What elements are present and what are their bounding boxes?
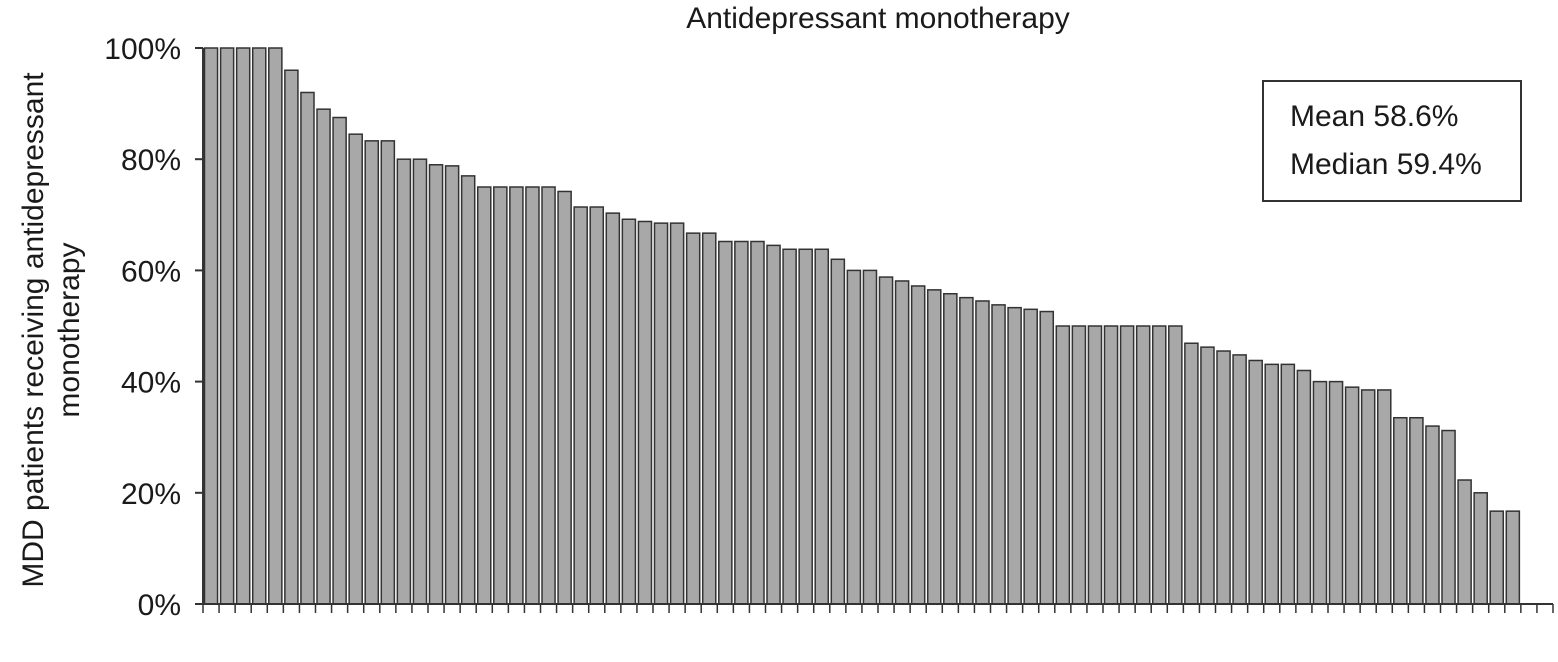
bar-63 <box>1200 346 1215 605</box>
bar-5 <box>268 47 283 605</box>
bar-22 <box>541 186 556 605</box>
bar-55 <box>1071 325 1087 605</box>
bar-40 <box>830 258 846 605</box>
bar-54 <box>1055 325 1071 605</box>
bar-51 <box>1007 306 1022 605</box>
bar-27 <box>621 218 637 605</box>
stats-box: Mean 58.6% Median 59.4% <box>1262 80 1522 202</box>
bar-29 <box>653 222 669 605</box>
bar-1 <box>203 47 219 605</box>
bar-80 <box>1473 492 1488 605</box>
bar-42 <box>862 269 878 605</box>
bar-31 <box>685 232 701 605</box>
bar-47 <box>943 293 958 605</box>
bar-46 <box>926 289 942 605</box>
bar-8 <box>316 108 331 605</box>
bar-53 <box>1039 310 1055 605</box>
bar-71 <box>1328 380 1344 605</box>
bar-66 <box>1248 359 1263 605</box>
bar-2 <box>219 47 235 605</box>
bar-61 <box>1168 325 1183 605</box>
bar-65 <box>1232 354 1247 605</box>
bar-39 <box>814 248 830 605</box>
bar-44 <box>894 280 910 605</box>
bar-13 <box>396 158 412 605</box>
y-axis-label: MDD patients receiving antidepressant mo… <box>17 72 86 588</box>
bar-33 <box>718 240 733 605</box>
bar-35 <box>750 240 765 605</box>
bar-25 <box>589 206 605 605</box>
bar-26 <box>605 212 621 605</box>
bar-59 <box>1135 325 1151 605</box>
bar-12 <box>380 140 396 605</box>
bar-19 <box>493 186 508 605</box>
bar-52 <box>1023 308 1038 605</box>
bar-82 <box>1505 510 1521 605</box>
bar-43 <box>878 276 894 605</box>
bar-41 <box>846 269 862 605</box>
bar-23 <box>557 190 572 605</box>
bar-6 <box>284 69 299 605</box>
bar-28 <box>637 220 653 605</box>
bar-38 <box>798 248 813 605</box>
y-tick-label-2: 40% <box>121 367 181 400</box>
bar-49 <box>975 300 990 605</box>
bar-74 <box>1376 389 1392 605</box>
bar-15 <box>428 164 444 605</box>
bar-3 <box>235 47 251 605</box>
bar-9 <box>332 116 347 605</box>
bar-67 <box>1264 363 1280 605</box>
bar-21 <box>525 186 540 605</box>
y-tick-label-5: 100% <box>104 33 181 66</box>
bar-34 <box>734 240 749 605</box>
bar-10 <box>348 133 363 605</box>
bar-4 <box>251 47 267 605</box>
bar-50 <box>991 304 1006 605</box>
bar-24 <box>573 206 588 605</box>
y-tick-label-0: 0% <box>138 589 181 622</box>
bar-56 <box>1087 325 1103 605</box>
bar-73 <box>1360 389 1376 605</box>
bar-20 <box>509 186 524 605</box>
median-label: Median 59.4% <box>1290 148 1482 181</box>
bar-30 <box>669 222 685 605</box>
bar-14 <box>412 158 428 605</box>
bar-70 <box>1312 380 1328 605</box>
bar-7 <box>300 91 315 605</box>
bar-78 <box>1441 429 1456 605</box>
bar-64 <box>1216 350 1231 605</box>
bar-76 <box>1409 416 1424 605</box>
bar-45 <box>910 285 926 605</box>
bar-36 <box>766 244 781 605</box>
bar-75 <box>1393 416 1408 605</box>
bar-81 <box>1489 510 1505 605</box>
chart-title: Antidepressant monotherapy <box>686 2 1070 35</box>
bar-79 <box>1457 479 1472 605</box>
bar-72 <box>1344 386 1360 605</box>
bar-18 <box>476 186 492 605</box>
bar-77 <box>1425 425 1440 605</box>
bar-68 <box>1280 363 1296 605</box>
bar-48 <box>959 296 974 605</box>
bar-62 <box>1184 342 1199 605</box>
bar-37 <box>782 248 797 605</box>
axes-group: 0% 20% 40% 60% 80% 100% <box>104 33 1554 622</box>
bar-58 <box>1119 325 1135 605</box>
y-tick-label-1: 20% <box>121 478 181 511</box>
bar-32 <box>701 232 717 605</box>
bar-69 <box>1296 369 1312 605</box>
y-tick-label-4: 80% <box>121 144 181 177</box>
bar-17 <box>460 175 476 605</box>
bar-57 <box>1103 325 1119 605</box>
y-tick-label-3: 60% <box>121 255 181 288</box>
mean-label: Mean 58.6% <box>1290 100 1459 133</box>
bar-11 <box>364 140 380 605</box>
bar-16 <box>444 165 460 605</box>
bar-60 <box>1151 325 1167 605</box>
